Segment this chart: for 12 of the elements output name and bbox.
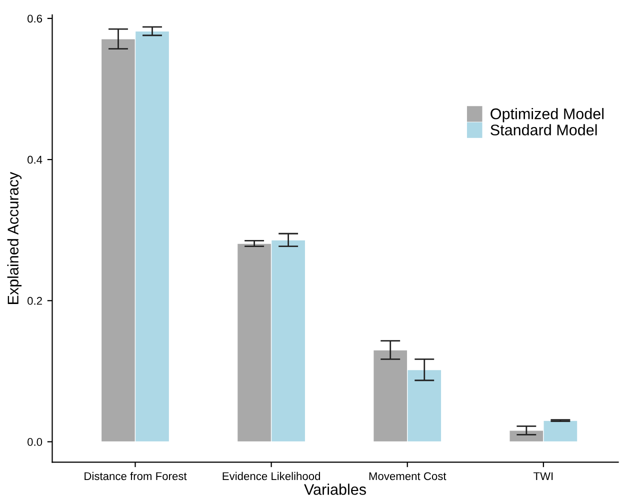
x-tick-label: Distance from Forest: [84, 472, 187, 480]
x-axis-title: Variables: [304, 484, 366, 495]
y-tick-label: 0.0: [28, 438, 42, 446]
x-tick-label: TWI: [534, 472, 553, 480]
x-tick-label: Movement Cost: [369, 472, 446, 480]
y-tick-label: 0.4: [28, 156, 42, 164]
x-tick-label: Evidence Likelihood: [222, 472, 320, 480]
y-tick-label: 0.2: [28, 296, 42, 305]
legend-label: Optimized Model: [490, 108, 604, 122]
legend-label: Standard Model: [490, 124, 597, 136]
y-tick-label: 0.6: [28, 14, 42, 23]
y-axis-title: Explained Accuracy: [7, 172, 22, 304]
